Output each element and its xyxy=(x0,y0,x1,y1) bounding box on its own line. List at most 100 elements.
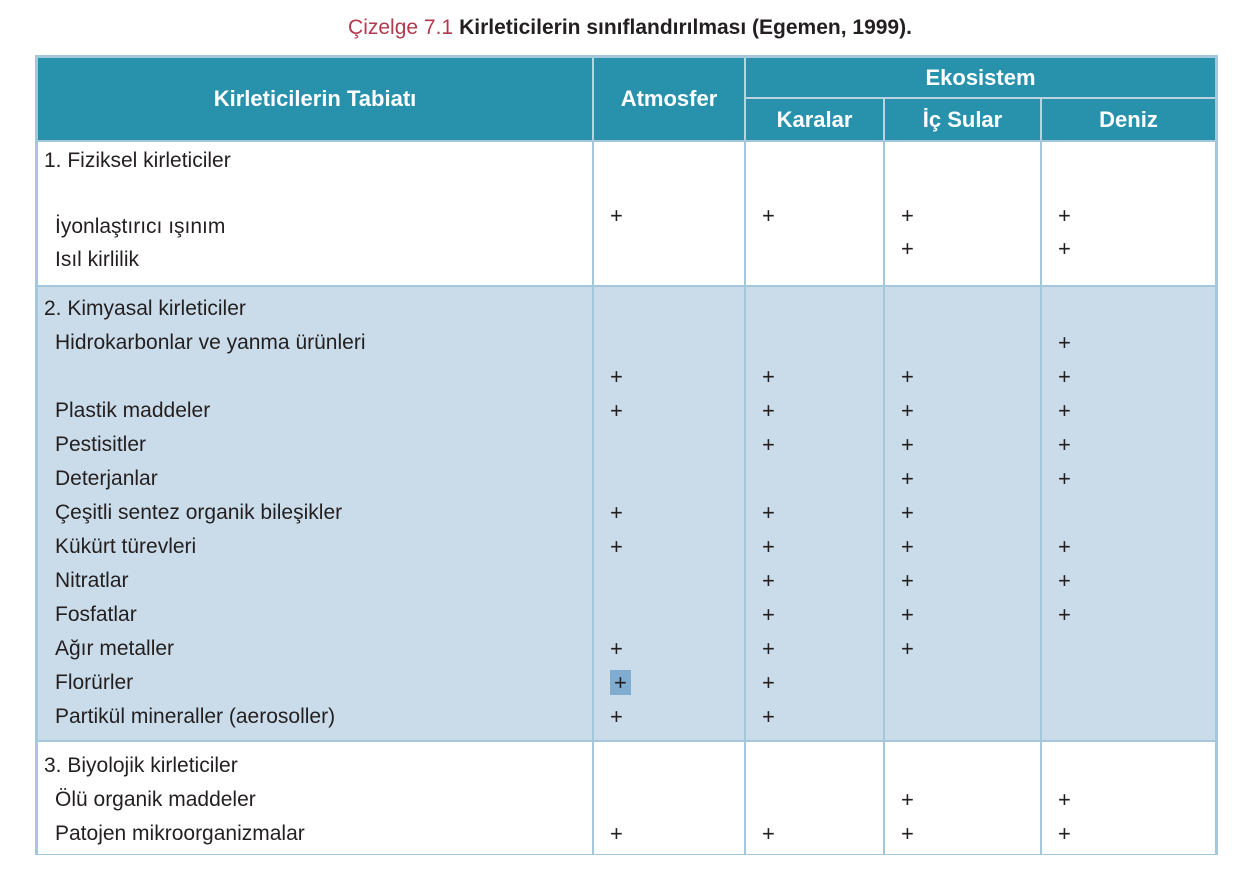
section-title: 2. Kimyasal kirleticiler xyxy=(44,297,246,320)
mark-cell xyxy=(746,292,883,326)
mark-cell xyxy=(594,243,744,276)
mark-cell xyxy=(1042,632,1215,666)
mark-cell: + xyxy=(1042,783,1215,817)
plus-mark: + xyxy=(1058,203,1071,228)
plus-mark: + xyxy=(762,821,775,846)
mark-cell: + xyxy=(594,530,744,564)
plus-mark-highlighted: + xyxy=(610,670,631,695)
mark-cell xyxy=(594,462,744,496)
mark-cell: + xyxy=(1042,326,1215,360)
mark-cell: + xyxy=(885,203,1040,243)
row-label: Isıl kirlilik xyxy=(55,248,139,271)
plus-mark: + xyxy=(1058,534,1071,559)
plus-mark: + xyxy=(610,636,623,661)
mark-cell xyxy=(885,749,1040,783)
mark-cell xyxy=(594,564,744,598)
column-deniz: + + xyxy=(1042,142,1215,285)
plus-mark: + xyxy=(610,398,623,423)
table-caption: Çizelge 7.1 Kirleticilerin sınıflandırılm… xyxy=(0,14,1260,42)
mark-cell: + xyxy=(594,203,744,243)
plus-mark: + xyxy=(762,602,775,627)
mark-cell xyxy=(1042,292,1215,326)
plus-mark: + xyxy=(901,236,914,261)
plus-mark: + xyxy=(1058,364,1071,389)
plus-mark: + xyxy=(1058,432,1071,457)
mark-cell xyxy=(885,326,1040,360)
plus-mark: + xyxy=(901,500,914,525)
plus-mark: + xyxy=(901,568,914,593)
mark-cell xyxy=(746,783,883,817)
header-cell-nature: Kirleticilerin Tabiatı xyxy=(38,58,592,140)
mark-cell xyxy=(1042,666,1215,700)
mark-cell xyxy=(885,292,1040,326)
plus-mark: + xyxy=(762,500,775,525)
mark-cell: + xyxy=(885,462,1040,496)
plus-mark: + xyxy=(1058,398,1071,423)
mark-cell: + xyxy=(1042,394,1215,428)
mark-cell: + xyxy=(746,428,883,462)
row-label: Florürler xyxy=(55,671,134,694)
header-cell-inland-waters: İç Sular xyxy=(885,99,1040,140)
column-ic-sular: + + + + + + + + + xyxy=(885,287,1042,740)
plus-mark: + xyxy=(762,704,775,729)
mark-cell xyxy=(885,700,1040,734)
mark-cell xyxy=(746,326,883,360)
column-pollutant-labels: 3. Biyolojik kirleticiler Ölü organik mad… xyxy=(38,742,594,854)
mark-cell xyxy=(1042,700,1215,734)
mark-cell: + xyxy=(594,360,744,394)
column-pollutant-labels: 2. Kimyasal kirleticiler Hidrokarbonlar v… xyxy=(38,287,594,740)
mark-cell: + xyxy=(1042,428,1215,462)
plus-mark: + xyxy=(1058,466,1071,491)
section-title: 3. Biyolojik kirleticiler xyxy=(44,754,238,777)
plus-mark: + xyxy=(762,534,775,559)
mark-cell xyxy=(1042,496,1215,530)
mark-cell: + xyxy=(885,394,1040,428)
table-body: 1. Fiziksel kirleticiler İyonlaştırıcı ış… xyxy=(38,142,1215,854)
mark-cell xyxy=(746,243,883,276)
mark-cell: + xyxy=(746,632,883,666)
plus-mark: + xyxy=(901,398,914,423)
plus-mark: + xyxy=(901,787,914,812)
plus-mark: + xyxy=(901,636,914,661)
mark-cell: + xyxy=(885,496,1040,530)
header-cell-ecosystem: Ekosistem xyxy=(746,58,1215,97)
plus-mark: + xyxy=(610,534,623,559)
mark-cell xyxy=(594,598,744,632)
row-label: Çeşitli sentez organik bileşikler xyxy=(55,501,343,524)
plus-mark: + xyxy=(610,500,623,525)
row-label: Kükürt türevleri xyxy=(55,535,197,558)
plus-mark: + xyxy=(610,364,623,389)
mark-cell: + xyxy=(1042,360,1215,394)
mark-cell xyxy=(885,144,1040,177)
mark-cell: + xyxy=(1042,530,1215,564)
mark-cell xyxy=(746,462,883,496)
table-section-chemical: 2. Kimyasal kirleticiler Hidrokarbonlar v… xyxy=(38,287,1215,742)
row-label: Fosfatlar xyxy=(55,603,137,626)
plus-mark: + xyxy=(901,203,914,228)
plus-mark: + xyxy=(610,203,623,228)
table-section-biological: 3. Biyolojik kirleticiler Ölü organik mad… xyxy=(38,742,1215,854)
row-label: Ölü organik maddeler xyxy=(55,788,256,811)
pollutants-table: Kirleticilerin Tabiatı Atmosfer Ekosiste… xyxy=(35,55,1218,855)
mark-cell: + xyxy=(746,598,883,632)
column-ic-sular: + + xyxy=(885,742,1042,854)
mark-cell: + xyxy=(885,632,1040,666)
column-atmosfer: + xyxy=(594,742,746,854)
row-label: Patojen mikroorganizmalar xyxy=(55,822,305,845)
mark-cell xyxy=(1042,144,1215,177)
column-atmosfer: + + + + + + + xyxy=(594,287,746,740)
mark-cell: + xyxy=(594,666,744,700)
mark-cell xyxy=(1042,749,1215,783)
plus-mark: + xyxy=(1058,236,1071,261)
mark-cell: + xyxy=(746,564,883,598)
mark-cell: + xyxy=(885,564,1040,598)
mark-cell xyxy=(594,292,744,326)
row-label: Plastik maddeler xyxy=(55,399,211,422)
mark-cell: + xyxy=(885,817,1040,851)
plus-mark: + xyxy=(1058,787,1071,812)
mark-cell: + xyxy=(746,530,883,564)
column-pollutant-labels: 1. Fiziksel kirleticiler İyonlaştırıcı ış… xyxy=(38,142,594,285)
plus-mark: + xyxy=(610,704,623,729)
mark-cell xyxy=(594,144,744,177)
row-label: Pestisitler xyxy=(55,433,147,456)
